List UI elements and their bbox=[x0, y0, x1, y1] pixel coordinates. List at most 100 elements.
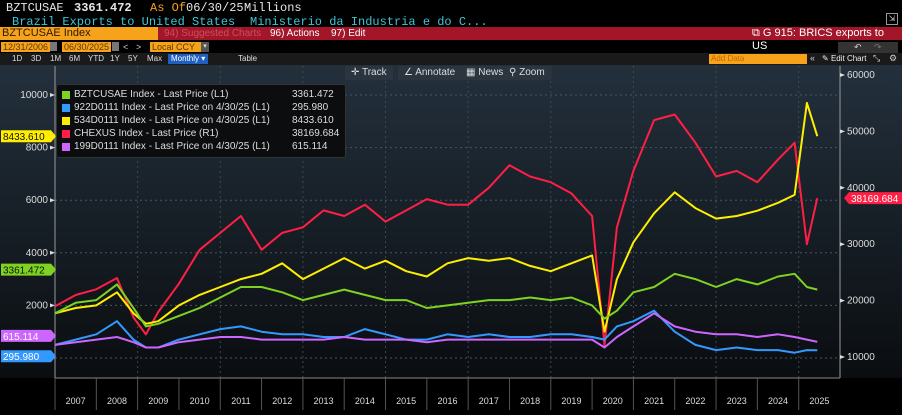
frequency-select[interactable]: Monthly ▾ bbox=[168, 54, 209, 64]
zoom-label: Zoom bbox=[519, 67, 545, 78]
timeframe-1y[interactable]: 1Y bbox=[110, 54, 120, 63]
magnifier-icon: ⚲ bbox=[509, 67, 520, 78]
y-right-tick-label: 30000 bbox=[847, 239, 875, 250]
y-left-tick-label: 4000 bbox=[26, 248, 49, 259]
last-value-tag-label: 38169.684 bbox=[851, 194, 899, 205]
legend-value: 38169.684 bbox=[292, 128, 340, 139]
series-line-534d0111[interactable] bbox=[54, 101, 819, 333]
add-data-input[interactable]: Add Data bbox=[709, 54, 807, 64]
table-button[interactable]: Table bbox=[238, 54, 258, 63]
suggested-charts-menu[interactable]: 94) Suggested Charts bbox=[164, 28, 262, 39]
edit-menu[interactable]: 97) Edit bbox=[331, 28, 366, 39]
last-value-tag-label: 295.980 bbox=[3, 352, 40, 363]
annotate-tool[interactable]: ∠ Annotate bbox=[398, 66, 462, 80]
x-tick-label: 2023 bbox=[727, 396, 747, 406]
undo-redo-group: ↶ ↷ bbox=[838, 42, 898, 53]
timeframe-max[interactable]: Max bbox=[147, 54, 163, 63]
currency-dropdown-icon[interactable]: ▾ bbox=[201, 42, 209, 52]
last-value: 3361.472 bbox=[74, 1, 132, 15]
currency-select[interactable]: Local CCY bbox=[150, 42, 202, 52]
annotate-icon: ∠ bbox=[404, 67, 416, 78]
series-line-chexus[interactable] bbox=[54, 113, 819, 347]
series-line-199d0111[interactable] bbox=[54, 312, 818, 349]
timeframe-5y[interactable]: 5Y bbox=[128, 54, 138, 63]
timeframe-ytd[interactable]: YTD bbox=[88, 54, 104, 63]
legend-name: 922D0111 Index - Last Price on 4/30/25 (… bbox=[74, 102, 270, 113]
legend-name: 534D0111 Index - Last Price on 4/30/25 (… bbox=[74, 115, 270, 126]
legend-value: 615.114 bbox=[292, 141, 328, 152]
x-tick-label: 2010 bbox=[190, 396, 210, 406]
legend-swatch bbox=[62, 91, 70, 99]
y-left-tick-label: 2000 bbox=[26, 300, 49, 311]
security-input[interactable]: BZTCUSAE Index bbox=[0, 27, 158, 40]
redo-icon[interactable]: ↷ bbox=[874, 42, 882, 52]
y-left-tick-label: 6000 bbox=[26, 195, 49, 206]
chevron-down-icon: ▾ bbox=[201, 54, 206, 63]
as-of-date: 06/30/25 bbox=[186, 1, 244, 15]
track-tool[interactable]: ✛ Track bbox=[345, 66, 393, 80]
calendar-icon[interactable] bbox=[112, 42, 119, 51]
x-tick-label: 2021 bbox=[644, 396, 664, 406]
y-left-tick bbox=[50, 250, 55, 255]
chart-settings-icon[interactable]: ⤡ bbox=[873, 53, 881, 63]
units-label: Millions bbox=[244, 1, 302, 15]
y-right-tick-label: 40000 bbox=[847, 183, 875, 194]
x-tick-label: 2012 bbox=[272, 396, 292, 406]
undo-icon[interactable]: ↶ bbox=[854, 42, 862, 52]
timeframe-1d[interactable]: 1D bbox=[12, 54, 23, 63]
last-value-tag bbox=[1, 350, 56, 363]
news-tool[interactable]: ▦ News bbox=[460, 66, 510, 80]
external-link-icon: ⧉ bbox=[752, 27, 763, 39]
track-label: Track bbox=[361, 67, 387, 78]
calendar-icon[interactable] bbox=[50, 42, 57, 51]
y-left-tick bbox=[50, 303, 55, 308]
popout-icon[interactable]: ⇲ bbox=[886, 13, 898, 25]
as-of-label: As Of bbox=[150, 1, 187, 15]
legend-value: 3361.472 bbox=[292, 89, 334, 100]
last-value-tag bbox=[1, 263, 56, 276]
end-date-input[interactable]: 06/30/2025 bbox=[62, 42, 112, 52]
y-right-tick bbox=[840, 129, 845, 134]
x-axis-area bbox=[0, 378, 902, 415]
x-tick-label: 2025 bbox=[809, 396, 829, 406]
series-line-bztcusae[interactable] bbox=[54, 272, 818, 328]
next-period-button[interactable]: > bbox=[136, 42, 142, 52]
y-right-tick-label: 20000 bbox=[847, 296, 875, 307]
legend-swatch bbox=[62, 130, 70, 138]
x-tick-label: 2017 bbox=[479, 396, 499, 406]
collapse-icon[interactable]: « bbox=[810, 53, 816, 63]
y-right-tick bbox=[840, 73, 845, 77]
last-value-tag bbox=[844, 192, 902, 205]
series-line-922d0111[interactable] bbox=[54, 309, 818, 354]
timeframe-3d[interactable]: 3D bbox=[31, 54, 42, 63]
series-description: Brazil Exports to United States bbox=[12, 15, 236, 29]
y-right-tick-label: 60000 bbox=[847, 70, 875, 81]
legend-swatch bbox=[62, 104, 70, 112]
legend-swatch bbox=[62, 143, 70, 151]
prev-period-button[interactable]: < bbox=[123, 42, 129, 52]
last-value-tag-label: 615.114 bbox=[3, 332, 39, 343]
chart-title-link[interactable]: ⧉ G 915: BRICS exports to US bbox=[748, 27, 902, 52]
y-left-tick bbox=[50, 93, 55, 97]
x-tick-label: 2024 bbox=[768, 396, 788, 406]
annotate-label: Annotate bbox=[415, 67, 456, 78]
legend-name: 199D0111 Index - Last Price on 4/30/25 (… bbox=[74, 141, 270, 152]
chart-legend: BZTCUSAE Index - Last Price (L1) 3361.472… bbox=[56, 84, 346, 158]
crosshair-icon: ✛ bbox=[351, 67, 362, 78]
timeframe-6m[interactable]: 6M bbox=[69, 54, 81, 63]
edit-chart-button[interactable]: ✎ Edit Chart bbox=[822, 54, 867, 63]
last-value-tag bbox=[1, 329, 56, 342]
x-tick-label: 2019 bbox=[561, 396, 581, 406]
timeframe-1m[interactable]: 1M bbox=[50, 54, 62, 63]
x-tick-label: 2013 bbox=[314, 396, 334, 406]
legend-value: 295.980 bbox=[292, 102, 329, 113]
frequency-label: Monthly bbox=[171, 54, 200, 63]
zoom-tool[interactable]: ⚲ Zoom bbox=[503, 66, 551, 80]
start-date-input[interactable]: 12/31/2006 bbox=[1, 42, 51, 52]
actions-menu[interactable]: 96) Actions bbox=[270, 28, 320, 39]
legend-name: BZTCUSAE Index - Last Price (L1) bbox=[74, 89, 229, 100]
x-tick-label: 2008 bbox=[107, 396, 127, 406]
y-right-tick bbox=[840, 355, 845, 359]
gear-icon[interactable]: ⚙ bbox=[889, 53, 898, 63]
